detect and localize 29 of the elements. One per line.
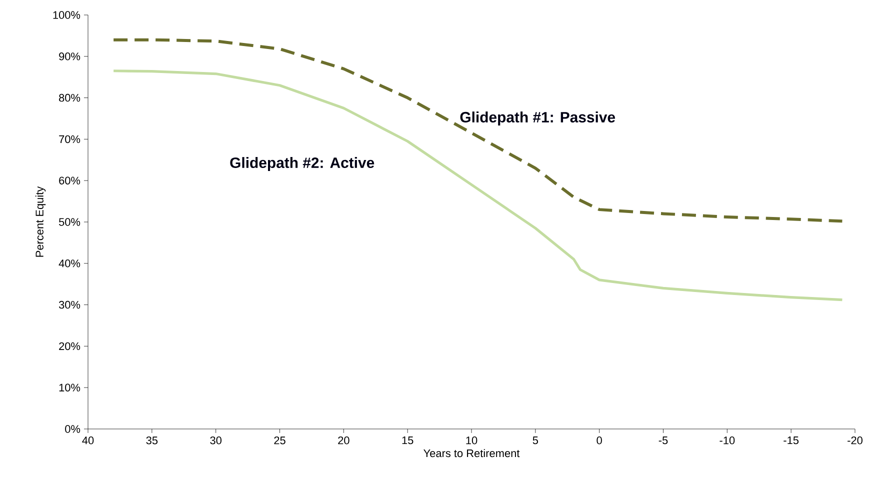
y-tick-label: 80% <box>59 94 80 102</box>
y-tick-label: 20% <box>59 342 80 350</box>
y-tick-label: 70% <box>59 135 80 144</box>
x-tick-label: -5 <box>658 436 668 444</box>
series-label: Glidepath #1: Passive <box>460 112 616 126</box>
x-tick-label: 5 <box>532 436 538 444</box>
x-tick-label: -15 <box>784 436 799 444</box>
x-tick-label: 40 <box>82 436 94 444</box>
y-tick-label: 60% <box>59 176 80 184</box>
y-tick-label: 30% <box>58 300 80 309</box>
line-series <box>112 70 844 302</box>
x-tick-label: 35 <box>146 436 158 444</box>
x-tick-label: 30 <box>210 436 222 444</box>
x-axis-title: Years to Retirement <box>424 449 520 458</box>
series-label: Glidepath #2: Active <box>230 157 374 171</box>
x-tick-label: 20 <box>338 436 350 444</box>
x-tick-label: 0 <box>596 436 602 444</box>
y-tick-label: 100% <box>53 11 80 19</box>
x-tick-label: -20 <box>848 436 862 444</box>
y-tick-label: 40% <box>58 260 80 268</box>
x-tick-label: 25 <box>274 436 286 444</box>
y-tick-label: 50% <box>58 218 80 226</box>
x-tick-label: 15 <box>402 436 414 444</box>
y-tick-label: 0% <box>65 425 80 433</box>
y-tick-label: 10% <box>59 384 80 392</box>
y-axis-title: Percent Equity <box>35 186 46 257</box>
y-tick-label: 90% <box>59 52 80 60</box>
x-tick-label: 10 <box>466 436 478 444</box>
x-tick-label: -10 <box>720 436 735 444</box>
